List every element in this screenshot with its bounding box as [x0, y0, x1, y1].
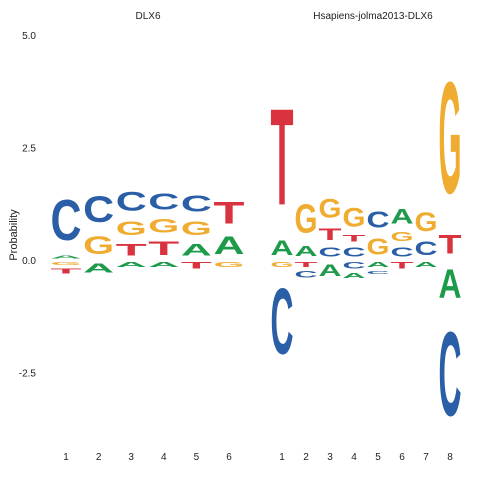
- logo-letter-g: G: [271, 261, 294, 269]
- logo-letter-a: A: [438, 261, 461, 307]
- logo-letter-c: C: [50, 188, 81, 252]
- logo-letter-g: G: [214, 261, 245, 269]
- y-axis-ticks: 5.0 2.5 0.0 -2.5: [19, 31, 37, 380]
- logo-letter-c: C: [116, 187, 147, 217]
- y-tick-label: 0.0: [22, 256, 36, 267]
- x-tick-label: 4: [161, 452, 167, 463]
- x-tick-label: 1: [63, 452, 69, 463]
- logo-letter-g: G: [318, 194, 341, 225]
- panel-jolma2013-dlx6: Hsapiens-jolma2013-DLX6ATGC1AGTC2CTGA3CT…: [270, 11, 461, 463]
- logo-column: AC GT: [50, 188, 81, 275]
- logo-letter-t: T: [51, 267, 82, 275]
- x-tick-label: 6: [226, 452, 232, 463]
- logo-letter-a: A: [414, 261, 437, 269]
- logo-letter-a: A: [391, 205, 414, 228]
- logo-letter-c: C: [343, 261, 366, 271]
- panel-title: Hsapiens-jolma2013-DLX6: [313, 11, 433, 22]
- logo-column: TGC A: [116, 187, 147, 269]
- logo-letter-c: C: [439, 307, 462, 441]
- logo-letter-t: T: [116, 241, 147, 260]
- logo-letter-g: G: [83, 232, 114, 260]
- y-tick-label: 2.5: [22, 144, 36, 155]
- logo-column: AT G: [214, 195, 245, 268]
- x-tick-label: 5: [375, 452, 381, 463]
- x-tick-label: 5: [194, 452, 200, 463]
- x-tick-label: 2: [96, 452, 102, 463]
- logo-column: TGC A: [148, 189, 179, 268]
- x-tick-label: 7: [423, 452, 429, 463]
- logo-letter-a: A: [319, 261, 342, 280]
- logo-letter-g: G: [294, 196, 317, 242]
- y-tick-label: -2.5: [19, 369, 37, 380]
- logo-letter-c: C: [367, 269, 390, 275]
- logo-letter-t: T: [271, 82, 294, 235]
- logo-letter-c: C: [295, 270, 318, 280]
- x-tick-label: 1: [279, 452, 285, 463]
- logo-letter-t: T: [319, 225, 342, 244]
- logo-letter-t: T: [343, 233, 366, 243]
- logo-letter-a: A: [83, 260, 114, 275]
- logo-letter-c: C: [83, 190, 114, 231]
- y-axis-label: Probability: [8, 209, 20, 261]
- logo-letter-c: C: [366, 207, 389, 233]
- logo-letter-a: A: [295, 243, 318, 260]
- y-tick-label: 5.0: [22, 31, 36, 42]
- logo-column: AGC T: [181, 192, 212, 271]
- logo-column: GC A: [83, 190, 114, 276]
- logo-letter-a: A: [214, 232, 245, 260]
- logo-letter-g: G: [439, 50, 462, 228]
- logo-letter-g: G: [116, 218, 147, 239]
- x-tick-label: 6: [399, 452, 405, 463]
- logo-letter-a: A: [271, 236, 294, 259]
- logo-letter-g: G: [390, 229, 413, 244]
- logo-letter-g: G: [148, 216, 179, 237]
- x-tick-label: 3: [128, 452, 134, 463]
- logo-column: CG A: [414, 207, 437, 268]
- logo-letter-c: C: [415, 238, 438, 260]
- x-tick-label: 3: [327, 452, 333, 463]
- logo-column: AG TC: [294, 196, 318, 280]
- logo-letter-a: A: [116, 261, 147, 269]
- x-tick-label: 8: [447, 452, 453, 463]
- logo-letter-g: G: [342, 203, 365, 234]
- logo-letter-t: T: [181, 261, 212, 271]
- logo-letter-c: C: [319, 245, 342, 259]
- logo-letter-c: C: [181, 192, 212, 217]
- logo-letter-a: A: [366, 261, 389, 269]
- logo-letter-t: T: [214, 195, 245, 230]
- logo-letter-a: A: [181, 240, 212, 259]
- logo-letter-t: T: [439, 229, 462, 260]
- logo-letter-c: C: [391, 245, 414, 259]
- logo-letter-t: T: [148, 238, 179, 259]
- x-tick-label: 2: [303, 452, 309, 463]
- logo-letter-c: C: [148, 189, 179, 214]
- logo-letter-t: T: [391, 260, 414, 270]
- logo-column: AT GC: [270, 82, 293, 374]
- logo-letter-a: A: [342, 272, 365, 280]
- logo-letter-a: A: [148, 261, 179, 269]
- logo-letter-t: T: [295, 260, 319, 268]
- logo-column: CGA T: [390, 205, 413, 271]
- logo-letter-g: G: [181, 218, 212, 239]
- panel-title: DLX6: [135, 11, 160, 22]
- logo-letter-g: G: [366, 233, 389, 259]
- logo-letter-c: C: [343, 245, 366, 259]
- logo-letter-c: C: [270, 269, 293, 373]
- logo-letter-g: G: [414, 207, 437, 238]
- logo-letter-g: G: [51, 261, 82, 267]
- logo-column: CTG A: [318, 194, 341, 280]
- logo-letter-a: A: [51, 254, 82, 260]
- x-tick-label: 4: [351, 452, 357, 463]
